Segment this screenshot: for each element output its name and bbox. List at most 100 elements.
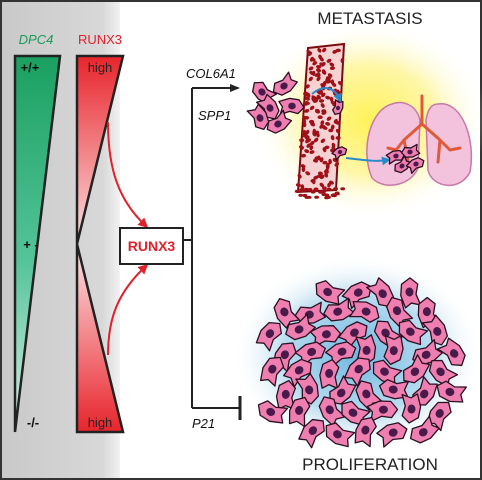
dpc4-top-label: +/+ <box>21 60 40 75</box>
proliferating-cell <box>366 277 394 308</box>
red-blood-cell <box>319 182 325 188</box>
dpc4-bottom-label: -/- <box>27 415 39 430</box>
red-blood-cell <box>314 73 320 78</box>
red-blood-cell <box>306 138 312 143</box>
red-blood-cell <box>320 83 326 87</box>
red-blood-cell <box>324 168 329 174</box>
proliferating-cell <box>298 418 325 449</box>
proliferating-cell <box>349 300 380 323</box>
proliferating-cell <box>341 281 372 310</box>
red-blood-cell <box>312 96 318 101</box>
lung-tumor-cell <box>385 149 406 165</box>
red-blood-cell <box>337 80 343 86</box>
red-blood-cell <box>305 84 310 89</box>
proliferating-cell <box>318 396 347 427</box>
circulating-tumor-cell <box>331 146 348 161</box>
metastasis-title: METASTASIS <box>317 9 422 28</box>
proliferating-cell <box>325 422 356 448</box>
red-blood-cell <box>302 122 307 128</box>
red-blood-cell <box>304 135 310 140</box>
red-blood-cell <box>334 162 340 167</box>
red-blood-cell <box>304 149 310 154</box>
red-blood-cell <box>310 190 316 194</box>
red-blood-cell <box>302 193 308 198</box>
red-blood-cell <box>325 95 331 100</box>
red-blood-cell <box>330 135 335 141</box>
proliferating-cell <box>426 401 452 432</box>
red-blood-cell <box>315 68 322 73</box>
red-blood-cell <box>300 184 305 190</box>
metastatic-cell <box>278 97 305 116</box>
red-blood-cell <box>322 47 327 53</box>
proliferating-cell <box>436 380 467 403</box>
lung-tumor-cell <box>400 143 421 158</box>
red-blood-cell <box>313 187 319 191</box>
blue-arrow-extravasation <box>345 156 391 166</box>
red-blood-cell <box>304 108 310 113</box>
runx3-bottom-label: high <box>88 415 113 430</box>
red-blood-cell <box>318 91 324 95</box>
red-blood-cell <box>316 94 322 100</box>
red-blood-cell <box>304 91 308 97</box>
dpc4-title: DPC4 <box>19 32 54 47</box>
red-blood-cell <box>326 187 332 191</box>
red-blood-cell <box>321 189 327 193</box>
proliferating-cell <box>409 415 440 444</box>
proliferating-cell <box>436 337 466 367</box>
proliferating-cell <box>288 396 311 428</box>
lung-tumor-cluster <box>385 143 425 175</box>
red-blood-cell <box>304 101 310 105</box>
red-blood-cell <box>301 129 307 135</box>
red-blood-cell <box>309 150 315 154</box>
proliferating-cell <box>309 325 342 348</box>
proliferating-cell <box>376 422 408 448</box>
red-blood-cell <box>314 195 319 199</box>
proliferating-cell <box>421 314 449 346</box>
red-blood-cell <box>320 103 325 108</box>
red-blood-cell <box>328 158 332 165</box>
dpc4-gradient-wedge <box>13 54 62 433</box>
red-blood-cell <box>322 126 328 130</box>
red-arrow-lower <box>107 263 149 356</box>
red-blood-cell <box>297 173 302 179</box>
red-blood-cell <box>326 116 332 121</box>
red-blood-cell <box>340 57 345 63</box>
red-blood-cell <box>318 99 325 103</box>
metastatic-cell <box>272 71 298 96</box>
red-blood-cell <box>329 62 335 67</box>
proliferating-cell <box>273 297 301 329</box>
red-blood-cell <box>299 138 305 143</box>
red-blood-cell <box>324 145 330 150</box>
red-blood-cell <box>309 145 314 151</box>
gene-p21: P21 <box>192 416 215 431</box>
red-blood-cell <box>334 191 340 195</box>
red-blood-cell <box>302 115 306 121</box>
proliferating-cell <box>378 378 410 400</box>
runx3-outline <box>75 54 125 434</box>
proliferating-cell <box>344 357 371 387</box>
red-blood-cell <box>329 66 335 71</box>
red-blood-cell <box>333 118 338 124</box>
gene-spp1: SPP1 <box>198 108 231 123</box>
red-blood-cell <box>309 56 314 62</box>
red-blood-cell <box>324 193 330 197</box>
red-blood-cell <box>306 143 311 148</box>
proliferating-cell <box>255 321 282 352</box>
proliferating-cell <box>355 380 383 411</box>
red-blood-cell <box>317 115 323 119</box>
red-blood-cell <box>316 76 321 82</box>
proliferating-cell <box>319 359 340 390</box>
blue-arrow-intravasation <box>311 86 342 103</box>
red-blood-cell <box>340 187 346 191</box>
proliferating-cell <box>400 277 422 309</box>
red-blood-cell <box>319 56 324 62</box>
proliferation-cell-cluster <box>255 277 467 449</box>
proliferating-cell <box>355 334 377 366</box>
red-blood-cell <box>300 153 307 158</box>
red-blood-cell <box>313 175 319 180</box>
red-blood-cell <box>307 188 313 192</box>
blood-vessel <box>294 42 348 200</box>
proliferating-cell <box>259 356 285 387</box>
dpc4-middle-label: + - <box>23 237 39 252</box>
proliferating-cell <box>315 280 346 305</box>
